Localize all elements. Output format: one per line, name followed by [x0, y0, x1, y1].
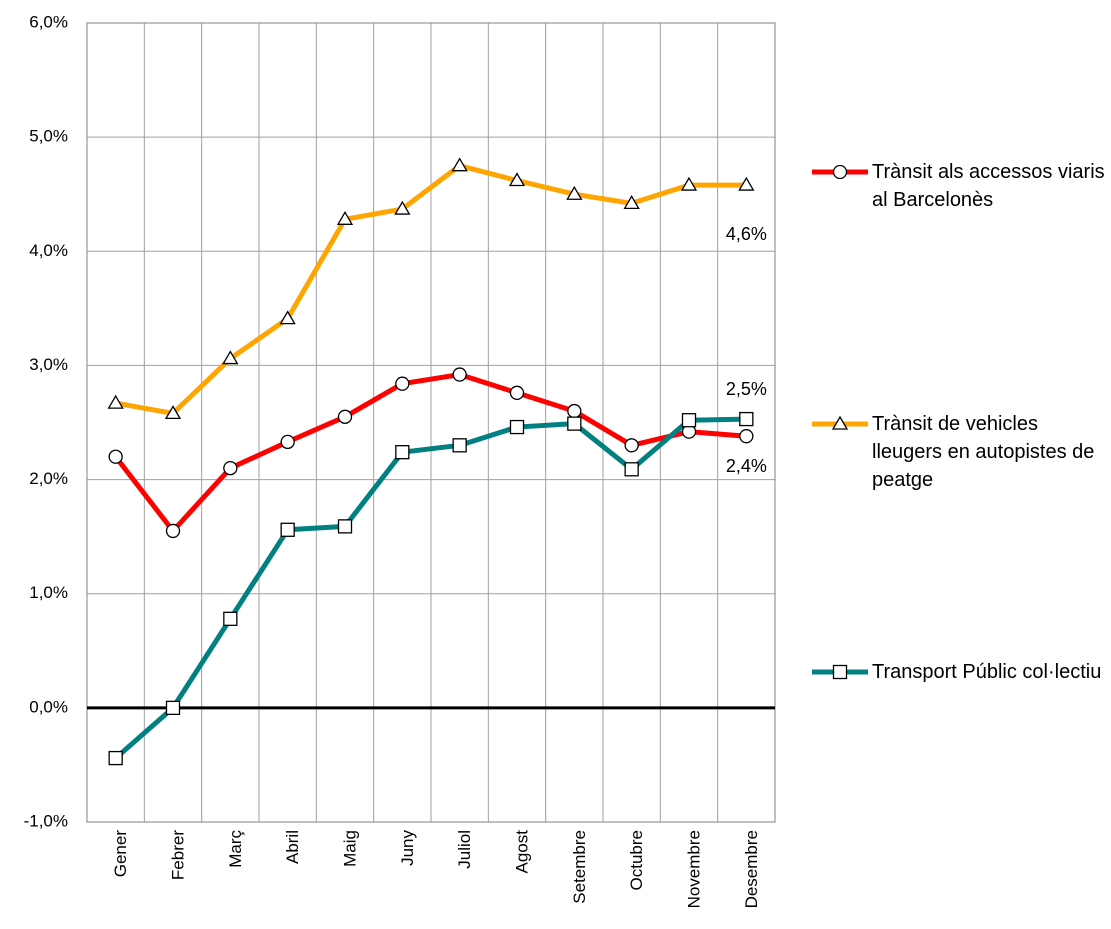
y-tick-label: 5,0%: [29, 127, 68, 146]
marker: [223, 611, 238, 626]
marker: [395, 445, 410, 460]
legend-label: Trànsit de vehicles lleugers en autopist…: [872, 413, 1095, 491]
y-tick-label: 4,0%: [29, 241, 68, 260]
y-tick-label: 2,0%: [29, 469, 68, 488]
marker: [337, 409, 353, 424]
marker: [738, 176, 755, 191]
marker: [624, 438, 639, 453]
marker: [567, 403, 582, 419]
marker: [164, 405, 182, 420]
marker: [832, 164, 848, 180]
marker: [452, 367, 467, 382]
marker: [108, 449, 123, 464]
y-tick-label: -1,0%: [24, 811, 68, 830]
x-tick-label: Agost: [512, 830, 531, 874]
marker: [508, 172, 526, 187]
legend-label: Trànsit als accessos viaris al Barcelonè…: [872, 161, 1105, 211]
value-label: 2,5%: [726, 379, 767, 399]
marker: [108, 750, 123, 766]
marker: [831, 415, 849, 430]
series-line: [114, 416, 747, 760]
marker: [165, 700, 181, 716]
series-line: [115, 163, 747, 416]
marker: [394, 200, 411, 215]
value-label: 2,4%: [726, 456, 767, 476]
y-tick-label: 3,0%: [29, 355, 68, 374]
plot-border: [86, 22, 776, 823]
marker: [567, 416, 582, 431]
x-tick-label: Octubre: [627, 830, 646, 890]
series-line: [113, 372, 747, 534]
marker: [509, 385, 525, 400]
marker: [739, 411, 754, 427]
y-tick-label: 1,0%: [29, 583, 68, 602]
x-tick-label: Març: [226, 830, 245, 868]
marker: [509, 419, 525, 435]
marker: [832, 664, 848, 680]
marker: [279, 310, 296, 325]
x-tick-label: Abril: [283, 830, 302, 864]
marker: [452, 438, 467, 453]
x-tick-label: Novembre: [684, 830, 703, 908]
marker: [222, 350, 239, 365]
x-tick-label: Juliol: [455, 830, 474, 869]
x-tick-label: Gener: [111, 830, 130, 878]
marker: [280, 522, 295, 537]
marker: [336, 211, 354, 225]
marker: [337, 519, 353, 534]
marker: [739, 429, 754, 444]
x-tick-label: Febrer: [168, 830, 187, 880]
x-tick-label: Desembre: [742, 830, 761, 908]
marker: [223, 461, 238, 476]
marker: [623, 195, 640, 209]
x-tick-label: Juny: [398, 830, 417, 866]
marker: [165, 523, 181, 539]
legend-label: Transport Públic col·lectiu: [872, 661, 1102, 683]
marker: [680, 176, 698, 191]
y-tick-label: 6,0%: [29, 12, 68, 31]
marker: [566, 185, 583, 200]
marker: [107, 394, 124, 409]
marker: [395, 376, 410, 391]
x-tick-label: Maig: [340, 830, 359, 867]
x-tick-label: Setembre: [570, 830, 589, 904]
y-tick-label: 0,0%: [29, 697, 68, 716]
marker: [451, 157, 468, 172]
value-label: 4,6%: [726, 224, 767, 244]
marker: [681, 413, 697, 428]
marker: [280, 434, 295, 450]
marker: [624, 462, 639, 477]
